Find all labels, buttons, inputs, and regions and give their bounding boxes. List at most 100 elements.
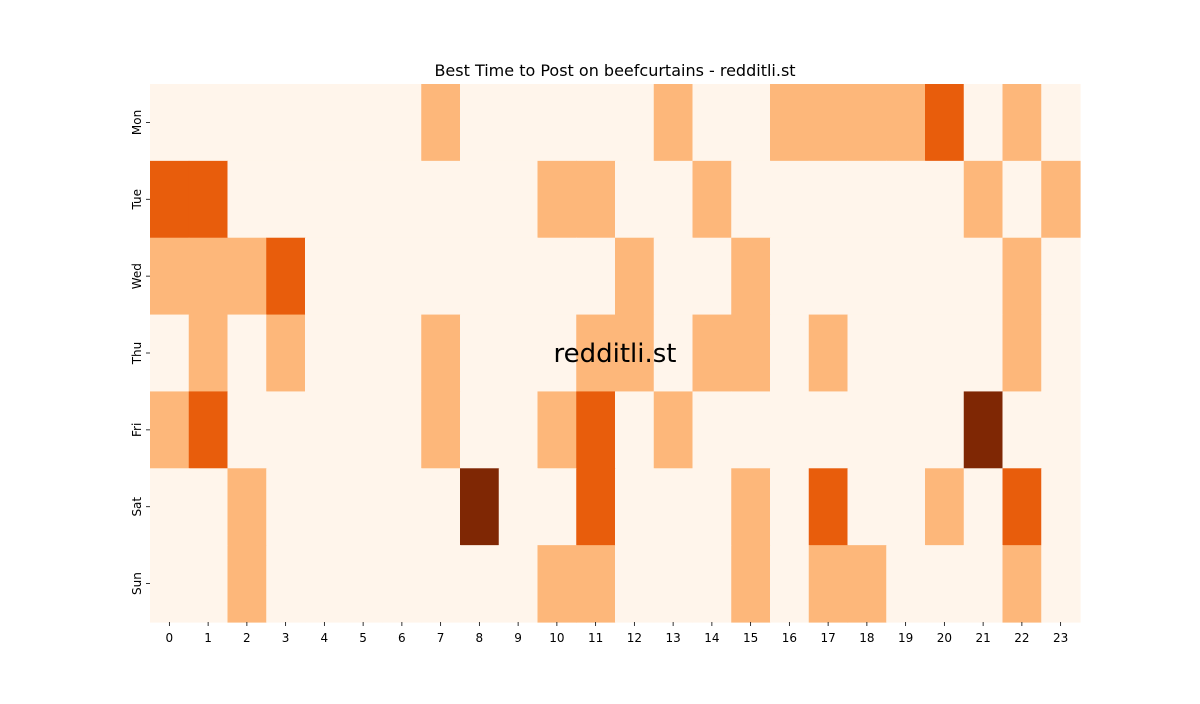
x-tick-label: 3: [282, 631, 290, 645]
heatmap-cell-thu-19: [886, 314, 926, 393]
heatmap-cell-mon-21: [963, 84, 1004, 162]
x-tick-label: 5: [359, 631, 367, 645]
heatmap-cell-fri-1: [188, 391, 229, 469]
heatmap-cell-sat-2: [227, 468, 267, 546]
heatmap-cell-wed-21: [963, 237, 1004, 316]
x-tick-label: 2: [243, 631, 251, 645]
heatmap-cell-thu-13: [653, 314, 694, 393]
heatmap-cell-wed-1: [188, 237, 229, 316]
x-tick-label: 1: [204, 631, 212, 645]
heatmap-cell-fri-5: [343, 391, 384, 469]
heatmap-cell-mon-20: [925, 84, 965, 162]
watermark-text: redditli.st: [554, 339, 677, 369]
heatmap-cell-wed-20: [925, 237, 965, 316]
heatmap-cell-thu-14: [692, 314, 732, 393]
heatmap-cell-sun-20: [925, 545, 965, 623]
heatmap-cell-mon-3: [266, 84, 306, 162]
heatmap-cell-tue-22: [1002, 160, 1042, 239]
heatmap-cell-fri-6: [382, 391, 422, 469]
heatmap-cell-wed-3: [266, 237, 306, 316]
heatmap-cell-sun-18: [847, 545, 887, 623]
heatmap-cell-tue-15: [731, 160, 771, 239]
heatmap-cell-thu-5: [343, 314, 384, 393]
heatmap-cell-tue-7: [421, 160, 461, 239]
heatmap-cell-fri-18: [847, 391, 887, 469]
x-tick-label: 11: [588, 631, 603, 645]
heatmap-cell-mon-10: [537, 84, 577, 162]
heatmap-cell-fri-16: [770, 391, 810, 469]
heatmap-cell-mon-6: [382, 84, 422, 162]
heatmap-cell-sat-10: [537, 468, 577, 546]
heatmap-cell-tue-14: [692, 160, 732, 239]
heatmap-cell-tue-1: [188, 160, 229, 239]
heatmap-cell-thu-1: [188, 314, 229, 393]
heatmap-cell-mon-12: [615, 84, 655, 162]
heatmap-cell-tue-10: [537, 160, 577, 239]
x-axis-ticks: 0 1 2 3 4 5 6 7 8 9 10 11 12 13 14 15 16 17 18 19 20 21 22 23: [166, 622, 1068, 645]
heatmap-cell-mon-9: [498, 84, 539, 162]
heatmap-cell-wed-15: [731, 237, 771, 316]
heatmap-cell-thu-11: [576, 314, 616, 393]
heatmap-cell-sun-13: [653, 545, 694, 623]
heatmap-cell-wed-8: [460, 237, 500, 316]
y-tick-label: Tue: [130, 189, 144, 211]
heatmap-cell-sun-5: [343, 545, 384, 623]
heatmap-cell-sun-6: [382, 545, 422, 623]
x-tick-label: 10: [549, 631, 564, 645]
heatmap-cell-sat-14: [692, 468, 732, 546]
heatmap-cell-sat-15: [731, 468, 771, 546]
heatmap-cell-fri-12: [615, 391, 655, 469]
heatmap-cell-thu-10: [537, 314, 577, 393]
heatmap-cell-tue-19: [886, 160, 926, 239]
heatmap-cells: [150, 84, 1081, 623]
heatmap-cell-fri-15: [731, 391, 771, 469]
heatmap-cell-wed-16: [770, 237, 810, 316]
heatmap-cell-wed-7: [421, 237, 461, 316]
heatmap-cell-thu-2: [227, 314, 267, 393]
heatmap-cell-sun-2: [227, 545, 267, 623]
heatmap-cell-thu-6: [382, 314, 422, 393]
heatmap-cell-thu-4: [305, 314, 345, 393]
y-tick-label: Fri: [130, 423, 144, 437]
heatmap-cell-thu-3: [266, 314, 306, 393]
heatmap-cell-sun-8: [460, 545, 500, 623]
x-tick-label: 23: [1053, 631, 1068, 645]
heatmap-cell-mon-16: [770, 84, 810, 162]
y-tick-label: Sun: [130, 572, 144, 595]
heatmap-cell-mon-15: [731, 84, 771, 162]
heatmap-cell-wed-5: [343, 237, 384, 316]
heatmap-cell-fri-17: [808, 391, 849, 469]
heatmap-cell-fri-11: [576, 391, 616, 469]
heatmap-cell-thu-17: [808, 314, 849, 393]
heatmap-cell-fri-22: [1002, 391, 1042, 469]
heatmap-cell-mon-18: [847, 84, 887, 162]
heatmap-cell-tue-2: [227, 160, 267, 239]
heatmap-cell-fri-9: [498, 391, 539, 469]
heatmap-cell-sun-10: [537, 545, 577, 623]
heatmap-cell-tue-17: [808, 160, 849, 239]
y-axis-ticks: Mon Tue Wed Thu Fri Sat Sun: [130, 110, 150, 595]
heatmap-cell-sat-4: [305, 468, 345, 546]
heatmap-cell-sun-0: [150, 545, 190, 623]
heatmap-cell-tue-20: [925, 160, 965, 239]
y-tick-label: Mon: [130, 110, 144, 135]
heatmap-cell-sat-17: [808, 468, 849, 546]
heatmap-cell-wed-19: [886, 237, 926, 316]
heatmap-cell-wed-9: [498, 237, 539, 316]
heatmap-cell-tue-11: [576, 160, 616, 239]
x-tick-label: 19: [898, 631, 913, 645]
heatmap-cell-fri-7: [421, 391, 461, 469]
heatmap-cell-mon-17: [808, 84, 849, 162]
x-tick-label: 18: [859, 631, 874, 645]
heatmap-cell-sat-1: [188, 468, 229, 546]
heatmap-cell-sun-12: [615, 545, 655, 623]
heatmap-cell-sun-3: [266, 545, 306, 623]
x-tick-label: 15: [743, 631, 758, 645]
heatmap-cell-wed-22: [1002, 237, 1042, 316]
heatmap-cell-sun-19: [886, 545, 926, 623]
heatmap-cell-tue-6: [382, 160, 422, 239]
heatmap-cell-sat-11: [576, 468, 616, 546]
heatmap-cell-mon-8: [460, 84, 500, 162]
